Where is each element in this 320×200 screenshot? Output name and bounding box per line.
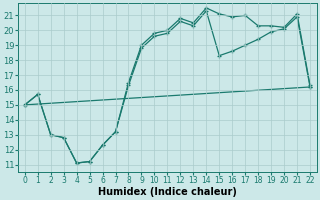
X-axis label: Humidex (Indice chaleur): Humidex (Indice chaleur): [98, 187, 237, 197]
